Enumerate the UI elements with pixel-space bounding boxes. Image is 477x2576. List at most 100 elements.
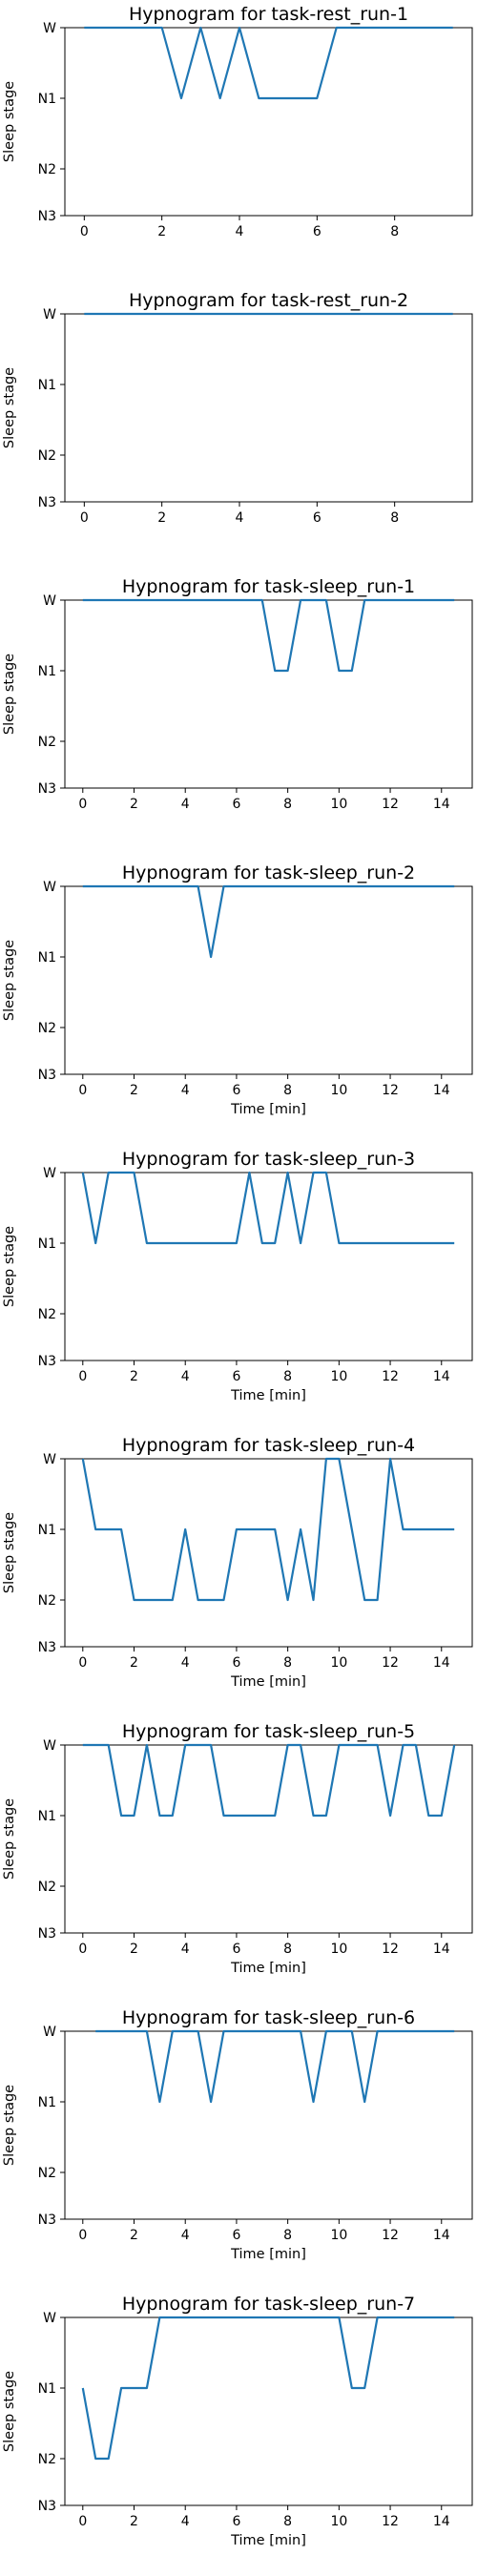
x-tick-label: 8 <box>283 1655 292 1671</box>
x-tick-label: 2 <box>130 1369 138 1384</box>
x-tick-label: 2 <box>130 1942 138 1957</box>
hypnogram-panel-5: Hypnogram for task-sleep_run-3 W N1 N2 N3 0 2 4… <box>2 1149 473 1403</box>
x-tick-label: 4 <box>181 1942 190 1957</box>
x-tick-label: 4 <box>236 510 244 526</box>
x-axis-label: Time [min] <box>230 1388 306 1403</box>
chart-title: Hypnogram for task-sleep_run-6 <box>122 2007 415 2028</box>
x-tick-label: 2 <box>157 224 166 239</box>
x-tick-label: 2 <box>130 2228 138 2243</box>
y-tick-label: N3 <box>38 209 56 224</box>
y-tick-label: N3 <box>38 781 56 797</box>
y-tick-label: N2 <box>38 162 56 177</box>
x-tick-label: 6 <box>232 1369 240 1384</box>
y-tick-label: N1 <box>38 92 56 107</box>
x-tick-label: 4 <box>181 1655 190 1671</box>
y-tick-label: N2 <box>38 2452 56 2467</box>
x-tick-label: 6 <box>232 1083 240 1098</box>
chart-title: Hypnogram for task-sleep_run-1 <box>122 576 415 597</box>
x-tick-label: 12 <box>382 1083 399 1098</box>
y-tick-label: N3 <box>38 1640 56 1655</box>
hypnogram-panel-9: Hypnogram for task-sleep_run-7 W N1 N2 N3 0 2 4… <box>2 2294 473 2548</box>
x-tick-label: 4 <box>236 224 244 239</box>
y-tick-label: W <box>43 880 56 895</box>
hypnogram-line <box>81 1457 455 1602</box>
x-tick-label: 10 <box>330 2514 347 2529</box>
x-axis-label: Time [min] <box>230 2533 306 2548</box>
y-tick-label: N3 <box>38 1926 56 1942</box>
y-tick-label: N3 <box>38 2499 56 2514</box>
y-tick-label: W <box>43 2025 56 2040</box>
x-tick-label: 8 <box>283 1369 292 1384</box>
y-tick-label: N2 <box>38 1593 56 1609</box>
y-axis-label: Sleep stage <box>2 81 17 162</box>
hypnogram-panel-6: Hypnogram for task-sleep_run-4 W N1 N2 N3 0 2 4… <box>2 1435 473 1690</box>
y-tick-label: N1 <box>38 1523 56 1538</box>
y-tick-label: N2 <box>38 1880 56 1895</box>
x-tick-label: 6 <box>232 1655 240 1671</box>
y-axis-label: Sleep stage <box>2 940 17 1021</box>
x-tick-label: 8 <box>283 2514 292 2529</box>
y-tick-label: N2 <box>38 735 56 750</box>
y-tick-label: W <box>43 1738 56 1754</box>
y-tick-label: N3 <box>38 1068 56 1083</box>
y-tick-label: W <box>43 593 56 609</box>
x-tick-label: 8 <box>283 2228 292 2243</box>
y-tick-label: N2 <box>38 1307 56 1322</box>
x-tick-label: 0 <box>78 1655 87 1671</box>
x-tick-label: 0 <box>78 797 87 812</box>
hypnogram-line <box>95 2029 455 2104</box>
hypnogram-panel-2: Hypnogram for task-rest_run-2 W N1 N2 N3 0 2 4 6… <box>2 290 473 526</box>
x-axis-label: Time [min] <box>230 1674 306 1690</box>
chart-title: Hypnogram for task-sleep_run-2 <box>122 862 415 883</box>
y-tick-label: N1 <box>38 378 56 393</box>
chart-title: Hypnogram for task-sleep_run-5 <box>122 1721 415 1742</box>
x-axis-label: Time [min] <box>230 1102 306 1117</box>
x-tick-label: 14 <box>433 797 450 812</box>
hypnogram-line <box>81 2316 455 2461</box>
hypnogram-line <box>82 598 455 673</box>
plot-frame <box>64 1744 473 1934</box>
x-tick-label: 6 <box>232 2514 240 2529</box>
plot-frame <box>64 27 473 217</box>
y-tick-label: W <box>43 21 56 36</box>
x-tick-label: 12 <box>382 797 399 812</box>
y-axis-label: Sleep stage <box>2 1226 17 1307</box>
x-tick-label: 2 <box>130 797 138 812</box>
y-tick-label: N1 <box>38 1236 56 1252</box>
y-axis-label: Sleep stage <box>2 2371 17 2452</box>
x-tick-label: 10 <box>330 1369 347 1384</box>
plot-frame <box>64 313 473 503</box>
x-tick-label: 8 <box>283 1942 292 1957</box>
hypnogram-line <box>82 884 455 959</box>
plot-frame <box>64 2030 473 2220</box>
y-axis-label: Sleep stage <box>2 654 17 735</box>
y-axis-label: Sleep stage <box>2 1798 17 1880</box>
y-axis-label: Sleep stage <box>2 2085 17 2166</box>
x-tick-label: 10 <box>330 1942 347 1957</box>
y-tick-label: N2 <box>38 1021 56 1036</box>
y-tick-label: N1 <box>38 950 56 966</box>
hypnogram-panel-1: Hypnogram for task-rest_run-1 W N1 N2 N3 0 2 4 6… <box>2 4 473 239</box>
x-tick-label: 8 <box>390 510 399 526</box>
x-tick-label: 2 <box>130 1083 138 1098</box>
x-tick-label: 6 <box>232 2228 240 2243</box>
x-tick-label: 2 <box>130 1655 138 1671</box>
y-axis-label: Sleep stage <box>2 1512 17 1593</box>
chart-title: Hypnogram for task-sleep_run-7 <box>122 2294 415 2315</box>
hypnogram-line <box>81 1171 455 1245</box>
x-tick-label: 0 <box>78 1942 87 1957</box>
x-tick-label: 0 <box>80 224 89 239</box>
x-tick-label: 10 <box>330 1655 347 1671</box>
x-axis-label: Time [min] <box>230 2247 306 2262</box>
x-tick-label: 4 <box>181 797 190 812</box>
x-tick-label: 14 <box>433 1369 450 1384</box>
x-tick-label: 4 <box>181 1369 190 1384</box>
x-tick-label: 14 <box>433 1083 450 1098</box>
y-tick-label: N2 <box>38 448 56 464</box>
x-tick-label: 10 <box>330 1083 347 1098</box>
x-tick-label: 4 <box>181 2514 190 2529</box>
x-tick-label: 0 <box>78 1083 87 1098</box>
y-tick-label: N2 <box>38 2166 56 2181</box>
y-tick-label: N1 <box>38 2381 56 2397</box>
